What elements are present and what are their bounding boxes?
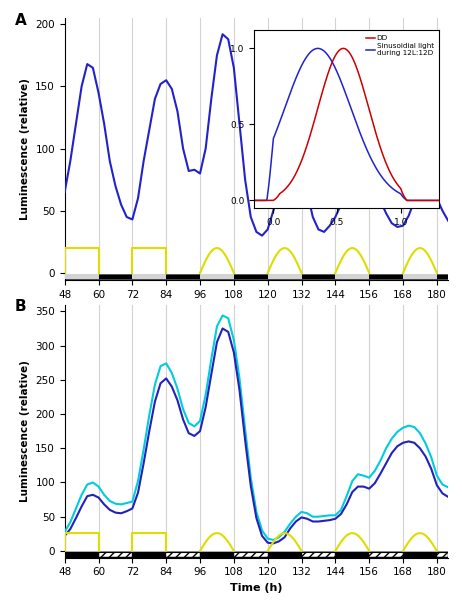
Text: B: B	[15, 300, 26, 314]
X-axis label: Time (h): Time (h)	[230, 583, 283, 593]
Bar	[200, 552, 234, 557]
Legend: DD, Sinusoidial light
during 12L:12D: DD, Sinusoidial light during 12L:12D	[365, 34, 435, 58]
Bar	[98, 552, 132, 557]
Bar	[369, 552, 403, 557]
Bar	[335, 552, 369, 557]
Bar	[65, 552, 98, 557]
Text: A: A	[15, 13, 27, 28]
Bar	[403, 552, 437, 557]
Bar	[166, 552, 200, 557]
Bar	[267, 552, 302, 557]
Y-axis label: Luminescence (relative): Luminescence (relative)	[20, 78, 30, 220]
Bar	[234, 552, 267, 557]
Bar	[302, 552, 335, 557]
X-axis label: Time (h): Time (h)	[230, 306, 283, 316]
Bar	[132, 552, 166, 557]
Y-axis label: Luminescence (relative): Luminescence (relative)	[20, 360, 30, 502]
Bar	[437, 552, 448, 557]
